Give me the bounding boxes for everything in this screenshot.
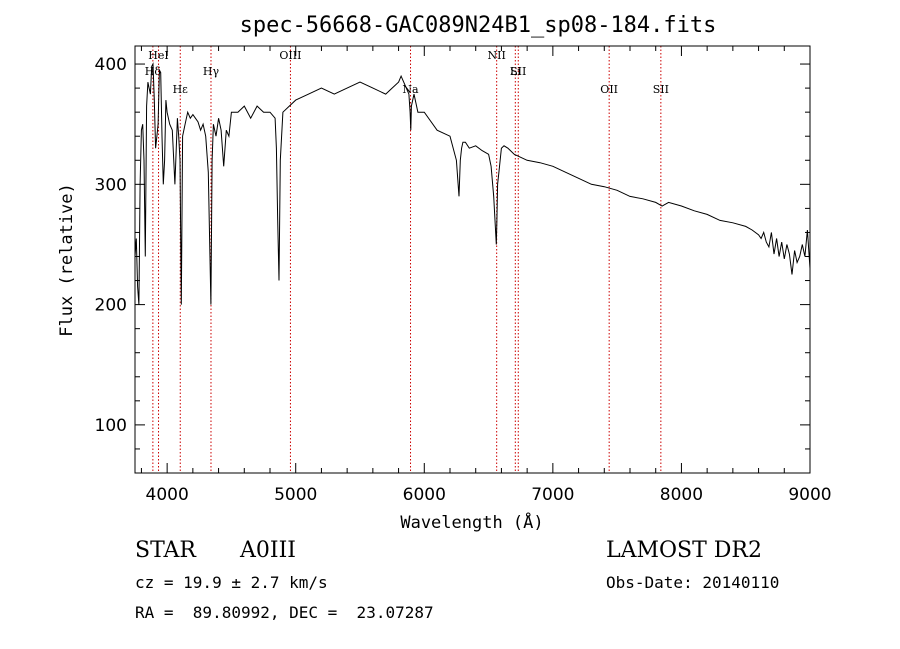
y-axis-label: Flux (relative) [57,183,77,337]
x-tick-label-0: 4000 [146,485,189,505]
chart-title: spec-56668-GAC089N24B1_sp08-184.fits [240,13,717,38]
marker-label-3: Hγ [203,65,220,78]
plot-frame [134,45,811,474]
marker-label-9: OII [600,83,618,96]
y-axis: 100 200 300 400 [95,55,810,450]
x-tick-label-2: 6000 [403,485,446,505]
x-tick-label-4: 8000 [660,485,703,505]
marker-label-7: Li [510,65,521,78]
marker-label-8: SII [510,65,526,78]
y-tick-label-1: 200 [95,296,127,316]
marker-label-1: HeI [148,49,168,62]
spectrum-line-group [134,62,811,305]
object-subclass: A0III [240,538,296,563]
marker-label-2: Hε [173,83,189,96]
x-axis-label: Wavelength (Å) [400,511,543,533]
y-tick-label-2: 300 [95,175,127,195]
x-tick-label-1: 5000 [274,485,317,505]
survey-name: LAMOST DR2 [606,538,762,563]
marker-label-5: Na [402,83,419,96]
y-tick-label-0: 100 [95,416,127,436]
x-tick-label-3: 7000 [531,485,574,505]
x-tick-label-5: 9000 [788,485,831,505]
spectrum-line-0 [134,62,811,305]
object-class: STAR [135,538,196,563]
redshift-value: cz = 19.9 ± 2.7 km/s [135,573,328,592]
marker-label-6: NII [488,49,506,62]
marker-label-10: SII [653,83,669,96]
y-tick-label-3: 400 [95,55,127,75]
observation-date: Obs-Date: 20140110 [606,573,780,592]
x-axis: 4000 5000 6000 7000 8000 9000 [140,46,832,505]
coordinates: RA = 89.80992, DEC = 23.07287 [135,603,434,622]
marker-label-4: OIII [279,49,301,62]
